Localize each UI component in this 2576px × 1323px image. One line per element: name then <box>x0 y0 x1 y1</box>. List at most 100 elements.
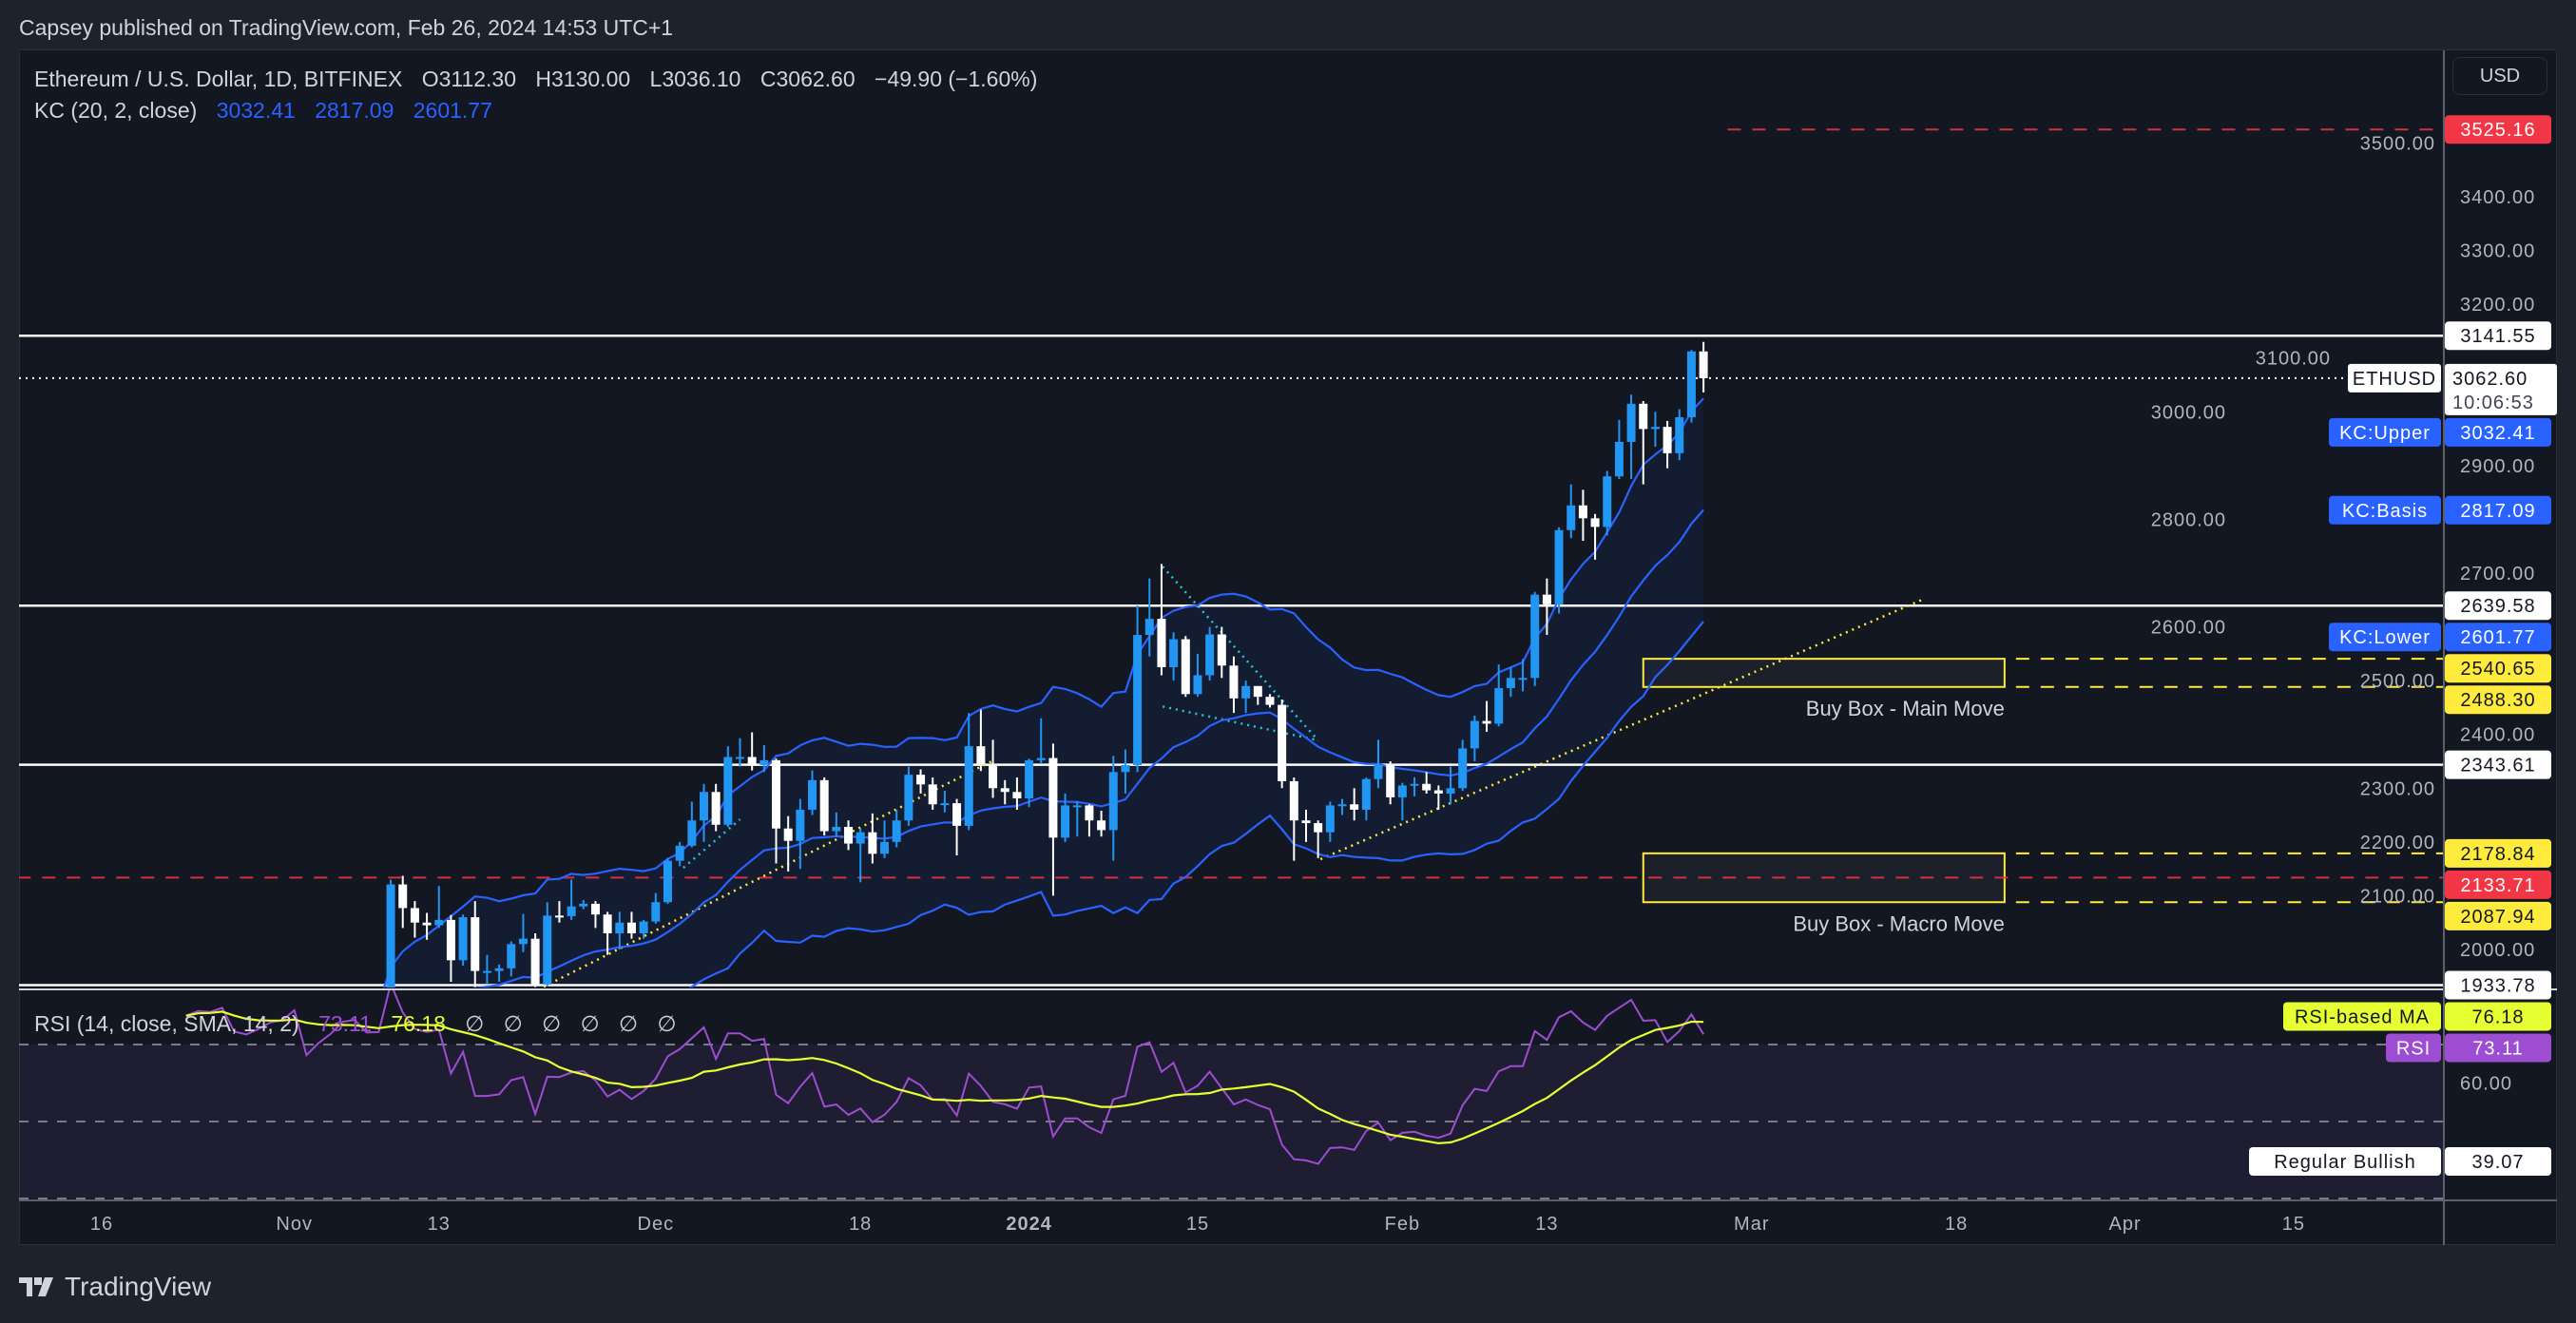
price-tag-bg <box>2445 970 2551 1000</box>
price-tag-bg <box>2445 654 2551 683</box>
price-pane: Buy Box - Main Move Buy Box - Macro Move <box>19 128 2443 1010</box>
price-tick-label: 3000.00 <box>2151 402 2226 423</box>
candle-body <box>1048 757 1058 838</box>
candle-body <box>880 841 890 854</box>
candle-body <box>783 828 793 841</box>
price-tag-bg <box>2445 901 2551 930</box>
time-tick-label: Mar <box>1734 1214 1769 1235</box>
buy-box-label: Buy Box - Macro Move <box>1793 911 2005 935</box>
candle-body <box>675 845 684 861</box>
currency-button[interactable]: USD <box>2452 57 2547 95</box>
candle-body <box>615 922 625 934</box>
rsi-tag-side-label: RSI-based MA <box>2295 1007 2430 1027</box>
candle-body <box>808 779 817 810</box>
ohlc-high: H3130.00 <box>535 67 631 91</box>
price-tag: 2343.61 <box>2460 756 2535 777</box>
ohlc-close: C3062.60 <box>759 67 855 91</box>
kc-upper-value: 3032.41 <box>216 98 296 123</box>
rsi-tag-side-label: Regular Bullish <box>2274 1152 2416 1173</box>
time-tick-label: Dec <box>638 1214 675 1235</box>
rsi-value: 73.11 <box>318 1011 372 1036</box>
candle-body <box>1470 720 1479 749</box>
time-tick-label: 2024 <box>1006 1214 1052 1235</box>
kc-legend[interactable]: KC (20, 2, close) 3032.41 2817.09 2601.7… <box>34 98 506 124</box>
rsi-legend[interactable]: RSI (14, close, SMA, 14, 2) 73.11 76.18 … <box>34 1011 690 1037</box>
price-tag-bg <box>2445 623 2551 652</box>
candle-body <box>1350 804 1359 810</box>
rsi-tag-bg <box>2445 1147 2551 1176</box>
candle-body <box>1072 805 1082 808</box>
price-tag: 2488.30 <box>2460 690 2535 711</box>
trendline <box>539 759 992 987</box>
candle-body <box>952 803 962 826</box>
time-tick-label: Apr <box>2108 1214 2141 1235</box>
price-change: −49.90 (−1.60%) <box>875 67 1038 91</box>
candle-body <box>989 763 998 789</box>
time-axis: 16 Nov 13 Dec 18 2024 15 Feb 13 Mar 18 Apr 15 <box>90 1214 2304 1235</box>
time-tick-label: 13 <box>1535 1214 1558 1235</box>
candle-body <box>1253 685 1262 698</box>
candle-body <box>723 757 733 825</box>
candle-body <box>1422 783 1432 791</box>
price-tag: 2817.09 <box>2460 501 2535 522</box>
candle-body <box>1518 678 1528 681</box>
candle-body <box>759 759 769 765</box>
candle-body <box>1012 792 1022 799</box>
price-tag: 3032.41 <box>2460 423 2535 444</box>
candle-body <box>1337 804 1347 807</box>
candle-body <box>362 1004 371 1010</box>
chart-frame[interactable] <box>19 49 2557 1245</box>
price-tick-label: 2200.00 <box>2360 833 2435 853</box>
candle-body <box>518 938 528 945</box>
candle-body <box>747 757 757 765</box>
candle-body <box>1446 788 1455 794</box>
symbol-legend[interactable]: Ethereum / U.S. Dollar, 1D, BITFINEX O31… <box>34 67 1050 92</box>
candle-body <box>892 820 901 842</box>
candle-body <box>687 820 697 846</box>
candle-body <box>711 792 721 825</box>
candle-body <box>1314 823 1323 833</box>
last-price-tag: 3062.60 <box>2452 369 2528 390</box>
candle-body <box>1433 790 1443 794</box>
price-tick-label: 2900.00 <box>2460 456 2535 477</box>
price-tag: 2601.77 <box>2460 627 2535 648</box>
price-tick-label: 2500.00 <box>2360 671 2435 692</box>
symbol-tag: ETHUSD <box>2353 369 2436 390</box>
rsi-tick-label: 60.00 <box>2460 1074 2512 1095</box>
candle-body <box>554 915 564 918</box>
candle-body <box>579 903 588 907</box>
candle-body <box>1193 675 1202 695</box>
candle-body <box>1108 772 1118 831</box>
candle-body <box>1325 805 1335 833</box>
empty-value: ∅ <box>465 1011 485 1036</box>
price-tag: 3525.16 <box>2460 120 2535 141</box>
candle-body <box>530 938 540 985</box>
price-tag: 2133.71 <box>2460 875 2535 896</box>
kc-upper-line <box>382 397 1704 987</box>
price-tag-bg <box>2445 750 2551 779</box>
candle-body <box>663 860 672 903</box>
candle-body <box>1241 685 1251 699</box>
rsi-ma-value: 76.18 <box>391 1011 446 1036</box>
time-tick-label: 15 <box>1186 1214 1209 1235</box>
candle-body <box>916 775 926 785</box>
candle-body <box>422 922 432 926</box>
candle-body <box>494 968 504 971</box>
candle-body <box>1639 403 1648 430</box>
candle-body <box>1097 820 1106 831</box>
footer-brand[interactable]: TradingView <box>19 1272 211 1302</box>
rsi-tag-bg <box>2445 1033 2551 1063</box>
candle-body <box>1265 697 1275 705</box>
last-price-tag-bg <box>2445 363 2557 415</box>
candle-body <box>819 779 829 832</box>
candle-body <box>1181 639 1190 695</box>
ohlc-low: L3036.10 <box>649 67 741 91</box>
price-tick-label: 2700.00 <box>2460 564 2535 585</box>
price-tick-label: 2000.00 <box>2460 940 2535 961</box>
candle-body <box>1386 764 1395 797</box>
candle-body <box>507 944 516 968</box>
brand-name: TradingView <box>65 1272 212 1301</box>
price-tick-label: 3300.00 <box>2460 241 2535 262</box>
candle-body <box>1482 720 1491 724</box>
